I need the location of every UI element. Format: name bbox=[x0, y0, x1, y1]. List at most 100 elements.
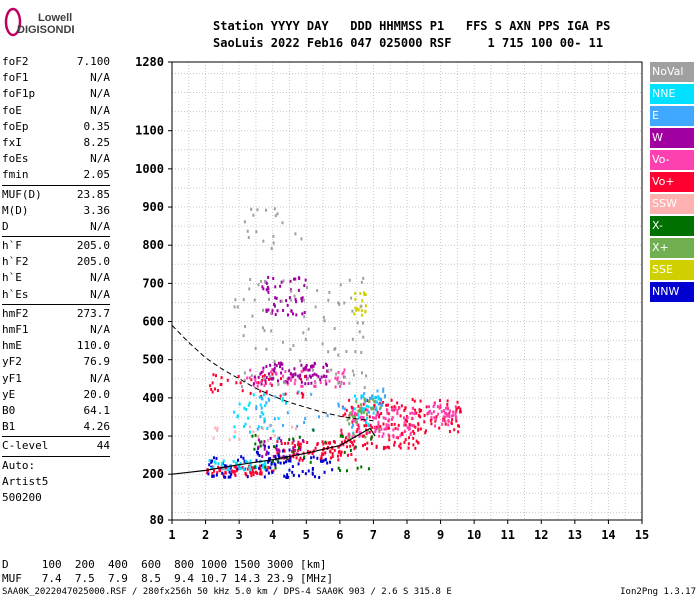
echo-point-vo- bbox=[396, 412, 399, 416]
echo-point-nnw bbox=[322, 459, 325, 463]
separator bbox=[2, 236, 110, 238]
echo-point-nne bbox=[272, 429, 275, 433]
echo-point-x- bbox=[274, 466, 277, 470]
echo-point-vo- bbox=[216, 389, 219, 393]
parameters-panel: foF2 7.100 foF1 N/A foF1p N/A foE N/A foEp 0.35 fx… bbox=[2, 54, 110, 506]
echo-point-noval bbox=[290, 289, 293, 293]
echo-point-vo- bbox=[378, 434, 381, 438]
echo-point-vo- bbox=[254, 379, 257, 383]
echo-point-noval bbox=[345, 349, 348, 353]
echo-point-vo- bbox=[419, 399, 422, 403]
echo-point-noval bbox=[273, 359, 276, 363]
echo-point-noval bbox=[294, 232, 297, 236]
echo-point-vo- bbox=[417, 414, 420, 418]
echo-point-e bbox=[382, 387, 385, 391]
echo-point-vo- bbox=[271, 372, 274, 376]
echo-point-w bbox=[288, 454, 291, 458]
param-value: N/A bbox=[90, 103, 110, 117]
echo-point-w bbox=[292, 312, 295, 316]
echo-point-vo- bbox=[413, 399, 416, 403]
echo-point-x- bbox=[351, 415, 354, 419]
echo-point-vo- bbox=[217, 465, 220, 469]
echo-point-vo- bbox=[381, 400, 384, 404]
echo-point-nnw bbox=[258, 453, 261, 457]
echo-point-nne bbox=[238, 402, 241, 406]
echo-point-vo- bbox=[340, 440, 343, 444]
echo-point-nnw bbox=[274, 454, 277, 458]
echo-point-vo- bbox=[296, 448, 299, 452]
echo-point-w bbox=[271, 377, 274, 381]
muf-distance-row: D 100 200 400 600 800 1000 1500 3000 [km… bbox=[2, 558, 327, 571]
echo-point-noval bbox=[293, 294, 296, 298]
echo-point-w bbox=[315, 373, 318, 377]
echo-point-vo- bbox=[457, 430, 460, 434]
station-header: Station YYYY DAY DDD HHMMSS P1 FFS S AXN… bbox=[213, 18, 610, 52]
echo-point-nnw bbox=[211, 474, 214, 478]
echo-point-vo- bbox=[345, 408, 348, 412]
echo-point-vo- bbox=[299, 442, 302, 446]
echo-point-e bbox=[364, 400, 367, 404]
echo-point-noval bbox=[339, 283, 342, 287]
echo-point-vo- bbox=[412, 436, 415, 440]
echo-point-vo- bbox=[396, 409, 399, 413]
echo-point-x- bbox=[259, 444, 262, 448]
echo-point-vo- bbox=[255, 381, 258, 385]
echo-point-x- bbox=[297, 446, 300, 450]
echo-point-vo- bbox=[415, 439, 418, 443]
echo-point-vo- bbox=[378, 429, 381, 433]
echo-point-vo- bbox=[276, 451, 279, 455]
echo-point-vo- bbox=[271, 368, 274, 372]
y-tick-label: 500 bbox=[142, 353, 164, 367]
echo-point-vo- bbox=[256, 472, 259, 476]
echo-point-w bbox=[257, 438, 260, 442]
echo-point-vo- bbox=[381, 435, 384, 439]
param-value: 4.26 bbox=[83, 420, 111, 434]
echo-point-noval bbox=[242, 298, 245, 302]
echo-point-noval bbox=[289, 347, 292, 351]
echo-point-vo- bbox=[388, 446, 391, 450]
echo-point-vo- bbox=[302, 369, 305, 373]
echo-point-x- bbox=[354, 415, 357, 419]
echo-point-nne bbox=[244, 422, 247, 426]
echo-point-x- bbox=[339, 434, 342, 438]
echo-point-w bbox=[272, 276, 275, 280]
echo-point-noval bbox=[262, 239, 265, 243]
echo-point-vo- bbox=[365, 431, 368, 435]
echo-point-vo- bbox=[343, 368, 346, 372]
echo-point-vo- bbox=[434, 419, 437, 423]
echo-point-w bbox=[259, 372, 262, 376]
echo-point-w bbox=[276, 379, 279, 383]
echo-point-vo- bbox=[355, 430, 358, 434]
param-label: foE bbox=[2, 103, 22, 117]
echo-point-vo- bbox=[351, 407, 354, 411]
echo-point-x- bbox=[359, 407, 362, 411]
param-label: D bbox=[2, 219, 9, 233]
echo-point-vo- bbox=[353, 447, 356, 451]
param-value: 3.36 bbox=[83, 203, 111, 217]
echo-point-w bbox=[311, 364, 314, 368]
echo-point-e bbox=[282, 423, 285, 427]
echo-point-noval bbox=[350, 296, 353, 300]
echo-point-vo- bbox=[293, 382, 296, 386]
echo-point-nnw bbox=[287, 475, 290, 479]
echo-point-noval bbox=[254, 346, 257, 350]
echo-point-w bbox=[304, 278, 307, 282]
echo-point-vo- bbox=[451, 418, 454, 422]
echo-point-nnw bbox=[240, 455, 243, 459]
echo-point-vo- bbox=[372, 416, 375, 420]
echo-point-nnw bbox=[236, 467, 239, 471]
echo-point-noval bbox=[360, 350, 363, 354]
echo-point-nne bbox=[360, 394, 363, 398]
echo-point-ssw bbox=[212, 436, 215, 440]
echo-point-x- bbox=[337, 466, 340, 470]
param-value: 8.25 bbox=[83, 135, 111, 149]
echo-point-vo- bbox=[357, 423, 360, 427]
echo-point-nne bbox=[378, 396, 381, 400]
echo-point-nnw bbox=[289, 459, 292, 463]
echo-point-vo- bbox=[452, 410, 455, 414]
echo-point-vo- bbox=[369, 424, 372, 428]
echo-point-vo- bbox=[250, 474, 253, 478]
echo-point-sse bbox=[360, 309, 363, 313]
echo-point-noval bbox=[303, 315, 306, 319]
echo-point-vo- bbox=[408, 422, 411, 426]
